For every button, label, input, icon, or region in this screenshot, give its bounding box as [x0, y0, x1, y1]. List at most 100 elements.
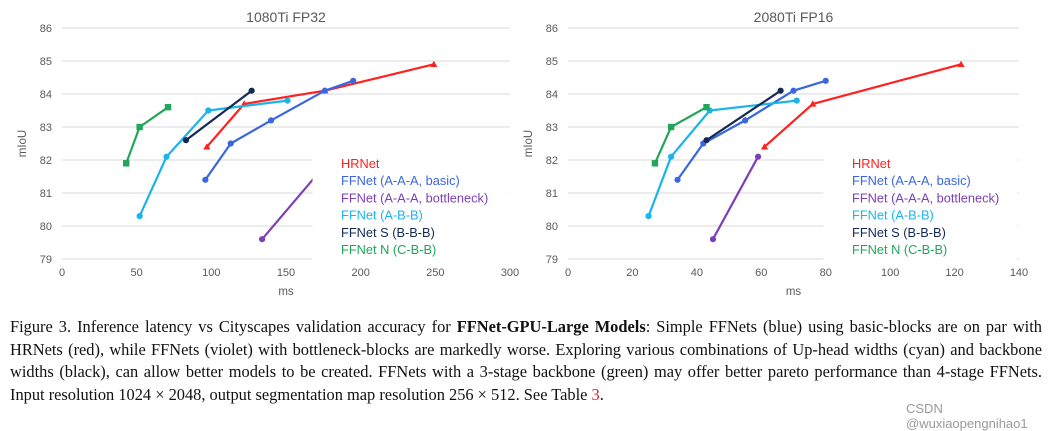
legend-entry: FFNet (A-A-A, basic): [852, 173, 971, 188]
x-tick-label: 60: [755, 267, 767, 279]
data-point: [777, 87, 784, 94]
x-tick-label: 40: [691, 267, 703, 279]
y-tick-label: 81: [546, 188, 558, 200]
chart-title: 2080Ti FP16: [754, 9, 834, 25]
data-point: [136, 213, 143, 220]
caption-table-ref[interactable]: 3: [591, 384, 600, 404]
y-tick-label: 80: [40, 221, 52, 233]
data-point: [709, 236, 717, 243]
data-point: [267, 117, 275, 124]
data-point: [163, 153, 170, 160]
caption-label: Figure 3.: [10, 317, 72, 336]
legend-entry: HRNet: [341, 156, 380, 171]
x-tick-label: 80: [820, 267, 832, 279]
data-point: [793, 97, 800, 104]
series-line: [206, 63, 435, 148]
data-point: [822, 77, 829, 84]
caption-bold-term: FFNet-GPU-Large Models: [456, 317, 646, 336]
data-point: [667, 153, 675, 160]
data-point: [284, 97, 291, 104]
data-point: [809, 100, 817, 107]
y-tick-label: 83: [546, 122, 558, 134]
y-tick-label: 85: [40, 56, 52, 68]
x-axis-label: ms: [786, 286, 802, 298]
data-point: [760, 143, 769, 150]
chart-title: 1080Ti FP32: [246, 9, 326, 25]
legend-entry: FFNet S (B-B-B): [341, 225, 435, 240]
data-point: [350, 77, 357, 84]
legend-entry: FFNet (A-A-A, bottleneck): [852, 190, 999, 205]
data-point: [651, 160, 659, 167]
legend-entry: FFNet (A-A-A, basic): [341, 173, 460, 188]
y-tick-label: 84: [546, 89, 558, 101]
data-point: [227, 140, 234, 147]
data-point: [957, 60, 965, 67]
data-point: [205, 107, 212, 114]
data-point: [703, 104, 710, 111]
x-axis-label: ms: [278, 286, 294, 298]
data-point: [667, 123, 675, 131]
y-tick-label: 86: [40, 23, 52, 35]
y-tick-label: 81: [40, 188, 52, 200]
caption-end: .: [599, 384, 604, 404]
y-tick-label: 83: [40, 122, 52, 134]
y-axis-label: mIoU: [523, 130, 535, 157]
x-tick-label: 100: [881, 267, 899, 279]
legend-box: [312, 152, 510, 260]
data-point: [742, 117, 749, 124]
series-line: [676, 79, 827, 181]
legend-entry: FFNet (A-B-B): [341, 208, 423, 223]
figure-charts: 79 80 81 82 83 84 85 86 0 50 100 150 200 250 300 1080Ti…: [17, 9, 1028, 298]
legend-entry: FFNet (A-A-A, bottleneck): [341, 190, 488, 205]
legend-entry: HRNet: [852, 156, 891, 171]
y-tick-label: 82: [40, 155, 52, 167]
y-tick-label: 79: [40, 254, 52, 266]
data-point: [259, 236, 266, 243]
data-point: [645, 213, 652, 220]
data-point: [202, 176, 209, 183]
data-point: [430, 60, 438, 67]
caption-text-part2: : Simple FFNets (blue) using basic-block…: [10, 317, 1042, 404]
y-tick-label: 79: [546, 254, 558, 266]
x-tick-label: 50: [131, 267, 143, 279]
watermark-text: CSDN @wuxiaopengnihao1: [906, 401, 1028, 431]
chart-1: 79 80 81 82 83 84 85 86 0 50 100 150 200 250 300 1080Ti…: [17, 9, 519, 298]
x-tick-label: 200: [351, 267, 369, 279]
y-tick-label: 85: [546, 56, 558, 68]
y-tick-label: 80: [546, 221, 558, 233]
series-line: [138, 99, 288, 217]
series-line: [711, 156, 760, 240]
data-point: [790, 87, 797, 94]
data-point: [182, 137, 190, 144]
figure-caption: Figure 3. Inference latency vs Cityscape…: [10, 316, 1042, 406]
data-point: [164, 104, 172, 111]
data-point: [674, 176, 681, 183]
chart-2: 79 80 81 82 83 84 85 86 0 20 40 60 80 100 120 140 2080Ti…: [523, 9, 1028, 298]
x-tick-label: 250: [426, 267, 444, 279]
y-tick-label: 86: [546, 23, 558, 35]
x-tick-label: 150: [277, 267, 295, 279]
series-line: [125, 106, 169, 164]
series-line: [647, 99, 797, 217]
data-point: [321, 87, 328, 94]
legend-entry: FFNet S (B-B-B): [852, 225, 946, 240]
legend-entry: FFNet (A-B-B): [852, 208, 934, 223]
x-tick-label: 300: [501, 267, 519, 279]
data-point: [136, 123, 143, 131]
series-line: [653, 106, 708, 164]
x-tick-label: 0: [565, 267, 571, 279]
legend-entry: FFNet N (C-B-B): [341, 242, 436, 257]
legend-box: [823, 152, 1018, 260]
series-line: [705, 89, 782, 142]
legend-entry: FFNet N (C-B-B): [852, 242, 947, 257]
x-tick-label: 100: [202, 267, 220, 279]
y-tick-label: 82: [546, 155, 558, 167]
x-tick-label: 120: [945, 267, 963, 279]
series-line: [185, 89, 253, 142]
data-point: [754, 153, 762, 160]
x-tick-label: 140: [1010, 267, 1028, 279]
data-point: [123, 160, 130, 167]
series-line: [763, 63, 962, 148]
y-tick-label: 84: [40, 89, 52, 101]
data-point: [248, 87, 255, 94]
